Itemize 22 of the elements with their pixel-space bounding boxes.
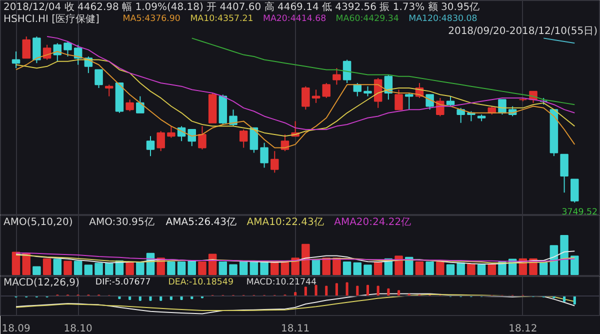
text: MA120:4830.08 (408, 14, 478, 24)
text: 3749.52 (562, 208, 598, 218)
chart-title: MACD(12,26,9) (4, 278, 80, 289)
text: AMO:30.95亿 (89, 217, 154, 228)
text: MA5:4376.90 (122, 14, 180, 24)
x-tick-label: 18.11 (281, 324, 310, 334)
x-tick-label: 18.10 (64, 324, 92, 334)
text: MA60:4429.34 (336, 14, 400, 24)
annotation: 2018/09/20-2018/12/10(55日) (448, 26, 598, 37)
x-tick-label: 18.12 (508, 324, 538, 334)
chart-title: AMO(5,10,20) (4, 217, 73, 228)
series-label: DIF:-5.07677 (95, 278, 151, 288)
text: AMA5:26.43亿 (166, 217, 236, 228)
x-tick-label: 18.09 (2, 324, 30, 334)
text: MA20:4414.68 (263, 14, 326, 24)
chart-subtitle: HSHCI.HI [医疗保健] (4, 13, 100, 25)
text: DEA:-10.18549 (168, 278, 234, 288)
text: AMA20:24.22亿 (334, 217, 412, 228)
annotation: MACD:10.21744 (246, 278, 318, 288)
chart-title: 2018/12/04 收 4462.98 幅 1.09%(48.18) 开 4407.60 高 4469.14 低 4392.56 振 1.73% 额 30.95亿 (4, 1, 480, 13)
text: AMA10:22.43亿 (246, 217, 324, 228)
text: MA10:4357.21 (190, 14, 254, 24)
